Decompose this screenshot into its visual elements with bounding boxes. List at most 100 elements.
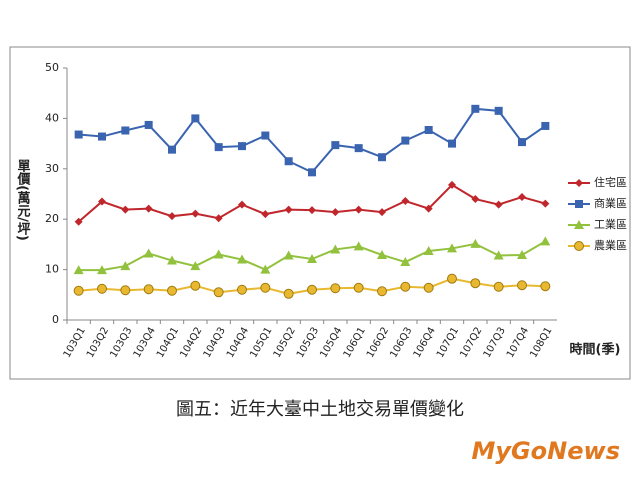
marker	[377, 249, 387, 259]
legend-label: 農業區	[594, 238, 627, 252]
y-tick-label: 30	[45, 162, 59, 175]
marker	[574, 241, 584, 251]
marker	[143, 284, 154, 295]
marker	[74, 130, 83, 139]
marker	[423, 245, 434, 255]
marker	[168, 212, 176, 221]
marker	[283, 250, 294, 260]
marker	[167, 285, 177, 296]
marker	[330, 244, 341, 254]
marker	[307, 284, 317, 295]
marker	[308, 168, 316, 177]
marker	[121, 205, 130, 214]
marker	[494, 200, 503, 209]
marker	[540, 236, 551, 246]
marker	[308, 206, 316, 215]
marker	[540, 281, 551, 292]
marker	[73, 265, 84, 275]
marker	[517, 280, 527, 291]
marker	[493, 250, 504, 260]
marker	[237, 284, 247, 295]
marker	[98, 197, 106, 206]
marker	[424, 125, 433, 134]
marker	[353, 241, 364, 251]
marker	[237, 254, 247, 264]
marker	[377, 286, 387, 297]
marker	[307, 254, 317, 264]
marker	[191, 209, 200, 218]
marker	[97, 265, 107, 275]
marker	[401, 197, 410, 206]
marker	[575, 200, 583, 208]
marker	[260, 264, 271, 274]
marker	[401, 136, 410, 145]
y-tick-label: 40	[45, 111, 59, 124]
marker	[213, 287, 224, 298]
x-axis-label: 時間(季)	[570, 342, 621, 358]
y-axis-label: 單價(萬元/坪)	[15, 159, 32, 241]
marker	[400, 257, 411, 267]
marker	[214, 214, 223, 223]
marker	[261, 131, 270, 140]
y-tick-label: 50	[45, 61, 59, 74]
marker	[261, 210, 270, 219]
marker	[447, 243, 457, 253]
marker	[144, 204, 153, 213]
marker	[260, 282, 271, 293]
marker	[378, 153, 386, 162]
marker	[213, 249, 224, 259]
marker	[541, 199, 550, 208]
marker	[447, 273, 457, 284]
marker	[144, 120, 153, 129]
marker	[190, 261, 201, 271]
marker	[143, 248, 154, 258]
marker	[190, 280, 201, 291]
legend-label: 商業區	[594, 196, 627, 210]
marker	[73, 285, 84, 296]
marker	[517, 249, 527, 259]
marker	[214, 143, 223, 152]
marker	[74, 217, 83, 226]
marker	[400, 281, 411, 292]
marker	[353, 282, 364, 293]
marker	[575, 179, 583, 187]
y-tick-label: 10	[45, 263, 59, 276]
marker	[354, 205, 363, 214]
marker	[191, 114, 200, 123]
caption: 圖五：近年大臺中土地交易單價變化	[176, 399, 464, 420]
marker	[518, 138, 526, 147]
marker	[331, 141, 340, 150]
marker	[470, 238, 481, 248]
marker	[238, 200, 246, 209]
marker	[167, 255, 177, 265]
marker	[518, 193, 526, 202]
marker	[448, 139, 456, 148]
marker	[471, 195, 480, 204]
marker	[238, 142, 246, 151]
marker	[284, 205, 293, 214]
y-tick-label: 20	[45, 212, 59, 225]
marker	[283, 288, 294, 299]
marker	[120, 261, 131, 271]
marker	[284, 157, 293, 166]
marker	[354, 144, 363, 153]
marker	[471, 104, 480, 113]
marker	[97, 283, 107, 294]
marker	[120, 285, 131, 296]
watermark: MyGoNews	[471, 437, 620, 465]
marker	[331, 208, 340, 217]
marker	[378, 208, 386, 217]
marker	[494, 106, 503, 115]
legend-label: 工業區	[594, 218, 627, 231]
y-tick-label: 0	[52, 313, 59, 326]
marker	[574, 220, 584, 229]
marker	[98, 132, 106, 141]
marker	[541, 121, 550, 130]
legend-label: 住宅區	[594, 175, 627, 189]
marker	[493, 281, 504, 292]
marker	[168, 145, 176, 154]
marker	[424, 204, 433, 213]
marker	[330, 283, 341, 294]
marker	[448, 180, 456, 189]
